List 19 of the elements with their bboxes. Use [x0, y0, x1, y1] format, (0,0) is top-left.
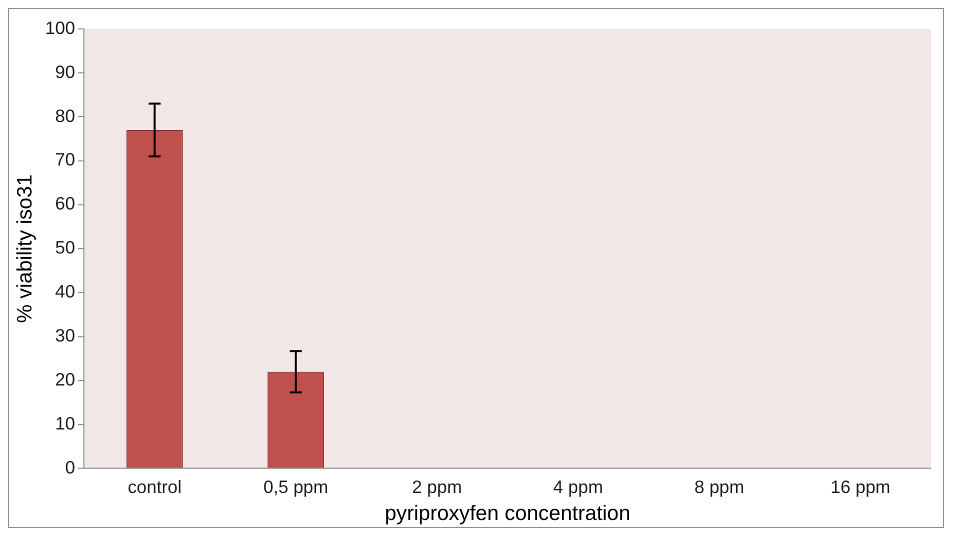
x-tick-label: 8 ppm — [694, 477, 744, 498]
y-tick-label: 20 — [55, 369, 76, 390]
x-tick-label: 16 ppm — [830, 477, 890, 498]
y-tick-label: 40 — [55, 282, 76, 302]
y-tick-label: 60 — [55, 194, 76, 214]
x-tick-label: 2 ppm — [412, 477, 462, 498]
y-tick-label: 0 — [65, 457, 76, 478]
y-tick-label: 100 — [45, 18, 76, 38]
y-tick-label: 30 — [55, 326, 76, 346]
y-tick-label: 90 — [55, 62, 76, 82]
x-tick-label: control — [128, 477, 182, 498]
y-tick-label: 10 — [55, 413, 76, 434]
x-tick-label: 4 ppm — [553, 477, 604, 498]
x-axis-title: pyriproxyfen concentration — [384, 502, 630, 526]
y-tick-label: 80 — [55, 106, 76, 126]
y-tick-label: 50 — [55, 238, 76, 258]
y-axis-title: % viability iso31 — [13, 174, 36, 324]
x-tick-label: 0,5 ppm — [263, 477, 328, 498]
y-tick-label: 70 — [55, 150, 76, 170]
